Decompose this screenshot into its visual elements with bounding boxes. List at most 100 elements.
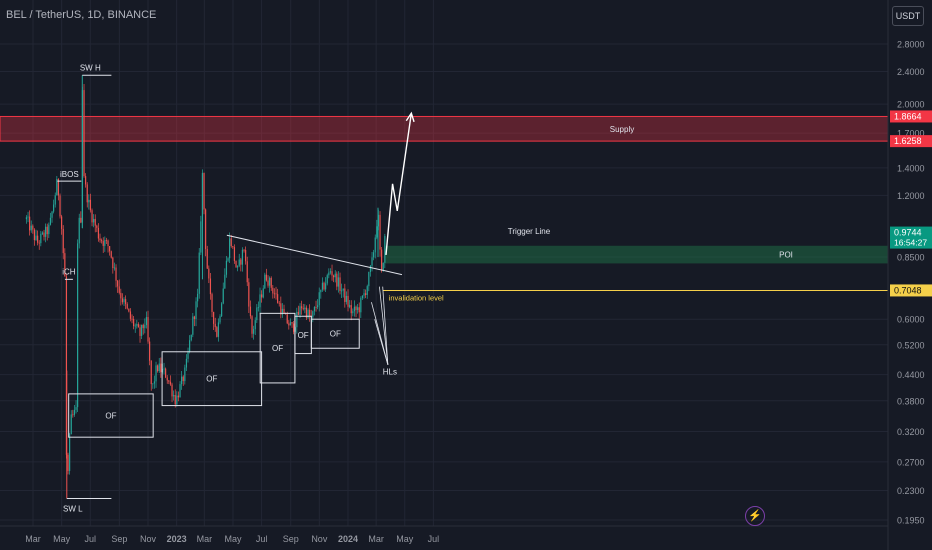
x-tick-label: Mar	[368, 534, 384, 544]
swing-high-label: SW H	[80, 63, 101, 72]
candle-body	[37, 235, 39, 243]
order-flow-label: OF	[206, 375, 217, 384]
candle-body	[150, 360, 152, 385]
candle-body	[225, 260, 228, 275]
time-axis[interactable]: Mar May Jul Sep Nov 2023 Mar May Jul Sep Nov 2024 Ma…	[25, 534, 439, 544]
candle-body	[25, 217, 28, 220]
y-tick-label: 1.2000	[897, 191, 925, 201]
annotations: SW H SW L iBOS iCH Trigger Line OF OF OF OF OF HLs	[57, 63, 551, 513]
candle-body	[365, 293, 367, 295]
price-label-box	[890, 110, 932, 123]
candle-body	[219, 316, 221, 323]
candle-body	[181, 376, 183, 385]
candle-body	[214, 323, 216, 328]
price-label-text: 0.9744	[894, 228, 922, 238]
candle-body	[217, 322, 220, 337]
candle-body	[384, 235, 386, 263]
candle-body	[366, 286, 368, 295]
candle-body	[118, 286, 120, 293]
candle-body	[270, 277, 272, 288]
candle-body	[361, 295, 364, 299]
candle-body	[129, 311, 132, 319]
candle-body	[211, 294, 213, 312]
price-label-box	[890, 284, 932, 297]
candle-body	[273, 293, 276, 295]
candle-body	[57, 179, 60, 196]
candle-body	[344, 288, 346, 302]
candle-body	[299, 306, 301, 315]
candle-body	[376, 226, 378, 238]
candle-body	[374, 237, 376, 253]
candle-body	[321, 282, 324, 290]
currency-button[interactable]: USDT	[892, 6, 924, 26]
x-tick-label: Nov	[311, 534, 328, 544]
candle-body	[142, 324, 144, 329]
candle-body	[117, 280, 119, 287]
candle-body	[341, 290, 343, 292]
candle-body	[336, 273, 338, 287]
candle-body	[73, 409, 76, 415]
candle-body	[173, 395, 175, 397]
y-tick-label: 0.4400	[897, 370, 925, 380]
candle-body	[227, 258, 229, 261]
candle-body	[371, 257, 373, 266]
candle-body	[112, 257, 114, 269]
order-flow-box	[68, 393, 154, 438]
candle-body	[128, 308, 130, 312]
candle-body	[307, 309, 309, 318]
trigger-line-label: Trigger Line	[508, 227, 551, 236]
y-tick-label: 0.6000	[897, 315, 925, 325]
candle-body	[368, 271, 370, 287]
candle-body	[305, 307, 308, 318]
order-flow-label: OF	[272, 344, 283, 353]
candle-body	[163, 368, 165, 370]
candle-body	[213, 311, 215, 324]
candle-body	[265, 274, 268, 281]
candle-body	[152, 383, 154, 385]
candle-body	[209, 278, 212, 295]
candle-body	[72, 414, 74, 416]
candle-body	[249, 306, 252, 317]
candle-body	[168, 380, 170, 382]
candle-body	[251, 316, 253, 334]
candle-body	[293, 323, 295, 332]
candle-body	[257, 307, 260, 309]
ibos-label: iBOS	[60, 170, 79, 179]
candle-body	[165, 368, 167, 378]
candle-body	[329, 271, 332, 273]
candle-body	[149, 341, 151, 361]
candle-body	[233, 247, 236, 261]
x-tick-label: May	[53, 534, 71, 544]
candle-body	[38, 242, 40, 244]
x-tick-label: May	[224, 534, 242, 544]
projection-arrowhead	[405, 111, 415, 123]
symbol-title[interactable]: BEL / TetherUS, 1D, BINANCE	[6, 9, 157, 21]
candle-body	[230, 238, 232, 247]
candle-body	[158, 363, 160, 372]
candle-body	[93, 218, 95, 223]
trigger-line	[226, 234, 403, 276]
candle-body	[339, 277, 341, 291]
candle-body	[333, 275, 335, 278]
candle-body	[363, 293, 365, 296]
candle-body	[56, 179, 58, 196]
candle-body	[286, 314, 288, 324]
candle-body	[169, 381, 172, 385]
candle-body	[33, 229, 36, 241]
candle-body	[264, 274, 266, 289]
lightning-icon[interactable]: ⚡	[745, 506, 765, 526]
x-tick-label: Mar	[25, 534, 41, 544]
candle-body	[179, 384, 181, 398]
higher-lows-label: HLs	[383, 368, 397, 377]
candle-body	[65, 276, 68, 455]
candle-body	[137, 324, 140, 328]
candle-body	[75, 407, 77, 410]
candle-body	[198, 252, 200, 294]
price-axis[interactable]: 2.8000 2.4000 2.0000 1.7000 1.4000 1.2000 0.85…	[897, 40, 925, 526]
order-flow-label: OF	[330, 330, 341, 339]
candle-body	[243, 249, 245, 251]
candle-body	[200, 221, 202, 253]
order-flow-label: OF	[105, 412, 116, 421]
